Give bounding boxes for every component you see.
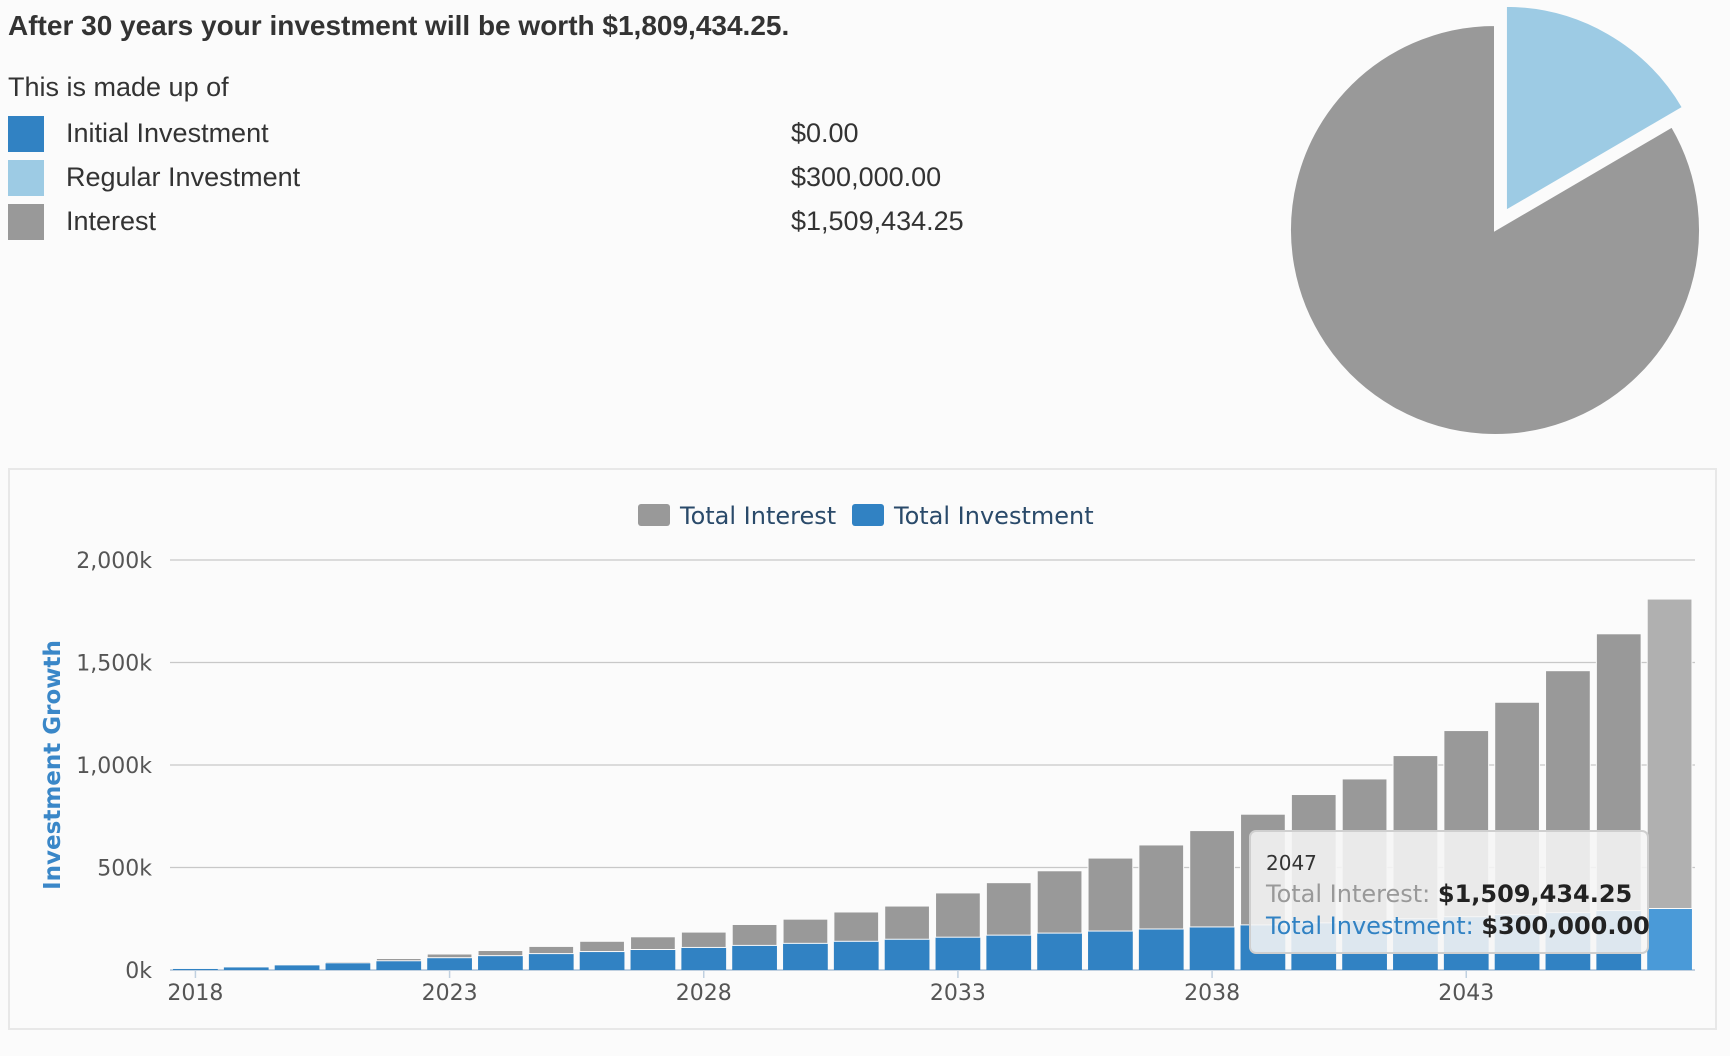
x-tick-label: 2023: [422, 981, 478, 1006]
pie-chart-svg: [1289, 4, 1701, 436]
regular-investment-swatch: [8, 160, 44, 196]
bar-investment-2036[interactable]: [1088, 931, 1133, 970]
bar-interest-2030[interactable]: [782, 918, 829, 944]
bar-interest-2035[interactable]: [1036, 870, 1083, 934]
bar-investment-2032[interactable]: [884, 939, 930, 970]
legend-label-total-investment[interactable]: Total Investment: [893, 502, 1094, 530]
bar-investment-2027[interactable]: [630, 949, 676, 971]
bar-investment-2031[interactable]: [833, 941, 879, 970]
regular-investment-value: $300,000.00: [791, 162, 942, 192]
x-tick-label: 2028: [676, 981, 732, 1006]
bar-investment-2026[interactable]: [579, 951, 625, 970]
x-tick-label: 2038: [1184, 981, 1240, 1006]
tooltip-investment-label: Total Investment:: [1265, 912, 1481, 940]
y-tick-label: 0k: [125, 959, 152, 984]
bar-interest-2021[interactable]: [325, 961, 371, 964]
y-tick-label: 2,000k: [76, 549, 152, 574]
summary-subline: This is made up of: [8, 72, 229, 102]
growth-bar-chart: 0k 500k 1,000k 1,500k 2,000k Investment Growt…: [40, 502, 1695, 1006]
legend-label-total-interest[interactable]: Total Interest: [679, 502, 836, 530]
x-tick-label: 2033: [930, 981, 986, 1006]
summary-row-interest: Interest $1,509,434.25: [8, 202, 1008, 242]
tooltip-interest-label: Total Interest:: [1265, 880, 1438, 908]
tooltip-title: 2047: [1266, 851, 1317, 875]
bar-interest-2027[interactable]: [630, 936, 676, 951]
summary-headline: After 30 years your investment will be w…: [8, 10, 790, 41]
bar-investment-2021[interactable]: [325, 962, 371, 970]
bar-investment-2038[interactable]: [1189, 926, 1235, 970]
growth-chart-panel: 0k 500k 1,000k 1,500k 2,000k Investment Growt…: [8, 468, 1717, 1030]
bar-investment-2034[interactable]: [986, 935, 1032, 970]
y-tick-label: 1,500k: [76, 652, 152, 677]
bar-investment-2024[interactable]: [478, 955, 523, 970]
bar-investment-2020[interactable]: [274, 964, 320, 970]
initial-investment-label: Initial Investment: [66, 118, 269, 148]
bar-interest-2023[interactable]: [426, 953, 473, 959]
y-tick-label: 500k: [97, 857, 152, 882]
bar-interest-2022[interactable]: [375, 958, 422, 962]
x-tick-label: 2018: [167, 981, 223, 1006]
bar-interest-2025[interactable]: [528, 945, 575, 955]
bar-interest-2038[interactable]: [1189, 830, 1235, 928]
bar-interest-2028[interactable]: [680, 931, 727, 948]
bar-interest-2024[interactable]: [477, 950, 524, 957]
bar-interest-2032[interactable]: [884, 905, 930, 940]
pie-chart: [1200, 0, 1730, 450]
bar-interest-2029[interactable]: [731, 923, 778, 946]
regular-investment-label: Regular Investment: [66, 162, 301, 192]
bar-investment-2018[interactable]: [173, 968, 218, 970]
bar-investment-2025[interactable]: [528, 953, 574, 970]
tooltip-box: [1249, 830, 1649, 954]
interest-value: $1,509,434.25: [791, 206, 964, 236]
bar-interest-2026[interactable]: [579, 940, 625, 953]
bar-investment-2019[interactable]: [223, 966, 269, 970]
bar-investment-2030[interactable]: [783, 943, 828, 970]
x-tick-label: 2043: [1438, 981, 1494, 1006]
tooltip-investment-row: Total Investment: $300,000.00: [1265, 912, 1650, 940]
bar-interest-2034[interactable]: [985, 882, 1032, 936]
bar-interest-2047[interactable]: [1646, 598, 1693, 909]
initial-investment-swatch: [8, 116, 44, 152]
bar-investment-2022[interactable]: [376, 960, 422, 970]
bar-investment-2033[interactable]: [935, 937, 981, 970]
initial-investment-value: $0.00: [791, 118, 859, 148]
bar-investment-2037[interactable]: [1138, 929, 1184, 970]
bar-investment-2047[interactable]: [1647, 908, 1692, 971]
bar-interest-2031[interactable]: [833, 911, 880, 942]
tooltip-interest-row: Total Interest: $1,509,434.25: [1265, 880, 1632, 908]
bar-investment-2035[interactable]: [1037, 933, 1082, 970]
interest-swatch: [8, 204, 44, 240]
legend-swatch-total-investment[interactable]: [852, 504, 884, 526]
summary-row-initial-investment: Initial Investment $0.00: [8, 114, 1008, 154]
bar-interest-2033[interactable]: [935, 892, 981, 938]
y-axis-label: Investment Growth: [40, 640, 66, 890]
interest-label: Interest: [66, 206, 157, 236]
pie-slice-interest[interactable]: [1289, 23, 1701, 436]
bar-investment-2029[interactable]: [732, 945, 777, 970]
bar-investment-2028[interactable]: [681, 947, 727, 970]
tooltip-investment-value: $300,000.00: [1481, 912, 1650, 940]
tooltip-interest-value: $1,509,434.25: [1438, 880, 1632, 908]
bar-interest-2037[interactable]: [1138, 844, 1185, 930]
pie-slice-regular-investment[interactable]: [1504, 4, 1685, 213]
legend-swatch-total-interest[interactable]: [638, 504, 670, 526]
y-tick-label: 1,000k: [76, 754, 152, 779]
bar-investment-2023[interactable]: [427, 957, 472, 970]
bar-interest-2020[interactable]: [274, 963, 320, 966]
summary-row-regular-investment: Regular Investment $300,000.00: [8, 158, 1008, 198]
bar-interest-2036[interactable]: [1087, 857, 1134, 932]
